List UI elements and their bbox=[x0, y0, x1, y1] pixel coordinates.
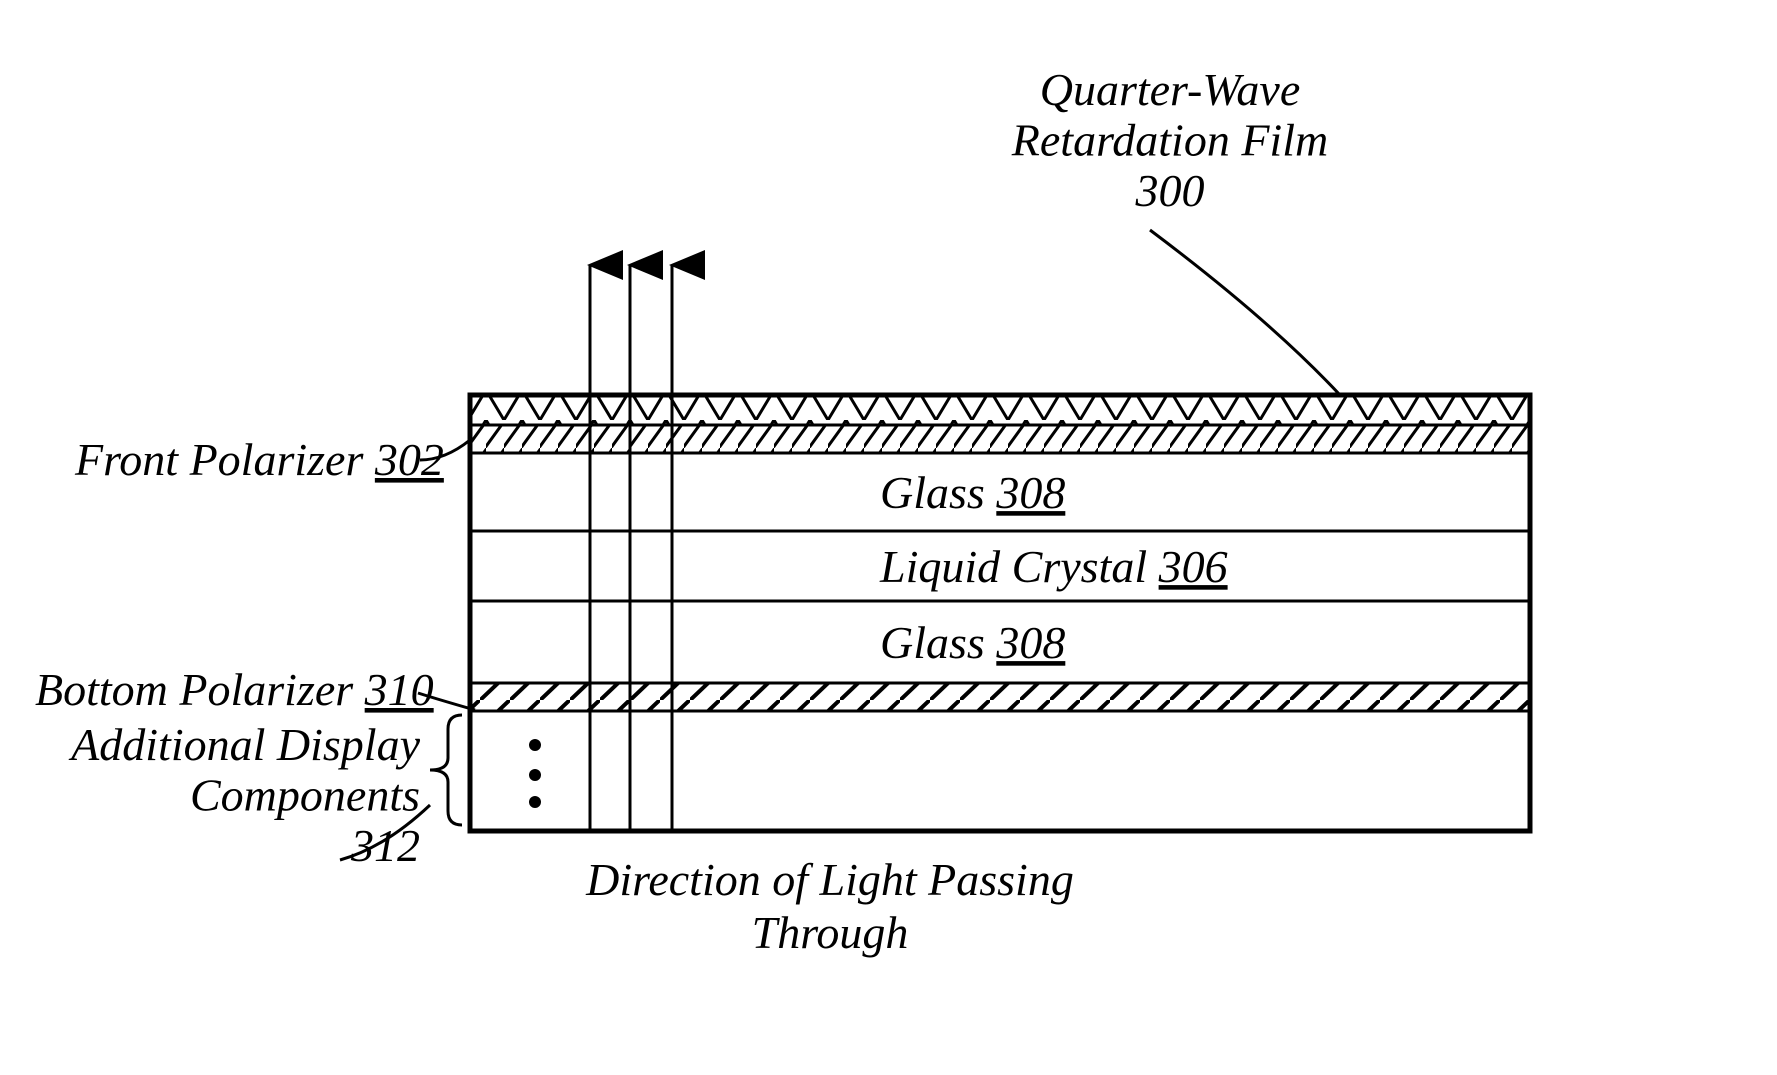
svg-text:Additional Display: Additional Display bbox=[68, 719, 420, 770]
light-direction-caption: Direction of Light Passing bbox=[585, 854, 1074, 905]
label-front-polarizer: Front Polarizer 302 bbox=[74, 434, 444, 485]
label-bottom-polarizer: Bottom Polarizer 310 bbox=[35, 664, 434, 715]
svg-text:312: 312 bbox=[350, 820, 420, 871]
svg-text:Retardation Film: Retardation Film bbox=[1011, 115, 1328, 166]
svg-text:Components: Components bbox=[190, 770, 420, 821]
svg-text:300: 300 bbox=[1135, 165, 1205, 216]
ellipsis-dot bbox=[529, 796, 541, 808]
ellipsis-dot bbox=[529, 769, 541, 781]
label-glass_top: Glass 308 bbox=[880, 467, 1065, 518]
label-liquid_crystal: Liquid Crystal 306 bbox=[879, 541, 1228, 592]
light-direction-caption: Through bbox=[752, 907, 909, 958]
leader-qwp bbox=[1150, 230, 1340, 395]
ellipsis-dot bbox=[529, 739, 541, 751]
label-glass_bottom: Glass 308 bbox=[880, 617, 1065, 668]
brace-additional bbox=[430, 715, 462, 825]
svg-text:Quarter-Wave: Quarter-Wave bbox=[1040, 64, 1301, 115]
